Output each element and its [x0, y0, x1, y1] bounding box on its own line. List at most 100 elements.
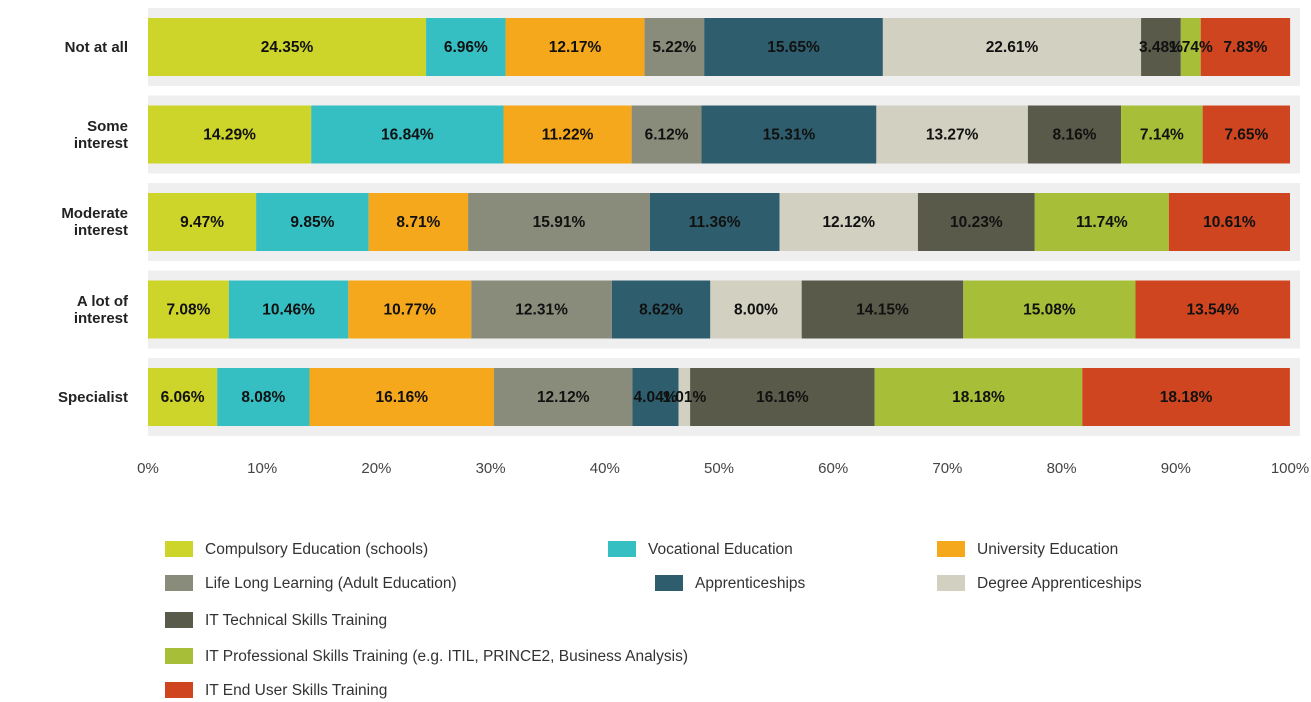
- data-label: 10.23%: [950, 214, 1003, 231]
- data-label: 15.91%: [533, 214, 586, 231]
- data-label: 22.61%: [986, 39, 1039, 56]
- bar-segment: [1200, 18, 1291, 76]
- x-tick-label: 30%: [476, 460, 506, 477]
- data-label: 14.15%: [856, 302, 909, 319]
- bar-segment: [1027, 105, 1122, 164]
- bar-segment: [801, 280, 964, 339]
- legend-item: University Education: [937, 541, 1118, 559]
- bar-segment: [874, 368, 1083, 426]
- bar-segment: [368, 193, 469, 251]
- data-label: 12.12%: [537, 389, 590, 406]
- legend-label: Life Long Learning (Adult Education): [205, 575, 457, 592]
- x-tick-label: 50%: [704, 460, 734, 477]
- legend-label: Compulsory Education (schools): [205, 541, 429, 558]
- bar-segment: [876, 105, 1028, 164]
- legend-swatch: [165, 682, 193, 698]
- category-label: Specialist: [57, 388, 128, 406]
- data-label: 15.31%: [763, 127, 816, 144]
- bar-segment: [309, 368, 495, 426]
- data-label: 13.54%: [1187, 302, 1240, 319]
- bar-segment: [503, 105, 632, 164]
- bar-segment: [1034, 193, 1169, 251]
- x-tick-label: 90%: [1161, 460, 1191, 477]
- bar-segment: [704, 18, 883, 76]
- bar-segment: [1180, 18, 1201, 76]
- bar-segment: [1168, 193, 1290, 251]
- bar-segment: [311, 105, 504, 164]
- data-label: 24.35%: [261, 39, 314, 56]
- bar-segment: [644, 18, 705, 76]
- data-label: 3.48%: [1139, 39, 1183, 56]
- x-tick-label: 40%: [590, 460, 620, 477]
- legend-item: IT Technical Skills Training: [165, 612, 387, 630]
- data-label: 8.00%: [734, 302, 778, 319]
- data-label: 11.36%: [689, 214, 741, 231]
- bar-segment: [1135, 280, 1291, 339]
- bar-segment: [690, 368, 875, 426]
- data-label: 5.22%: [652, 39, 696, 56]
- bar-segment: [217, 368, 310, 426]
- data-label: 15.65%: [767, 39, 820, 56]
- bar-segment: [148, 193, 257, 251]
- data-label: 8.62%: [639, 302, 683, 319]
- legend-item: Degree Apprenticeships: [937, 575, 1142, 593]
- bar-segment: [701, 105, 877, 164]
- legend-item: IT Professional Skills Training (e.g. IT…: [165, 648, 688, 666]
- legend-item: IT End User Skills Training: [165, 682, 387, 700]
- bar-segment: [468, 193, 650, 251]
- data-label: 7.08%: [166, 302, 210, 319]
- legend-swatch: [165, 541, 193, 557]
- bar-segment: [678, 368, 691, 426]
- data-label: 10.46%: [262, 302, 315, 319]
- data-label: 16.16%: [756, 389, 809, 406]
- category-label: A lot of interest: [73, 292, 128, 327]
- data-label: 10.61%: [1203, 214, 1256, 231]
- x-tick-label: 70%: [932, 460, 962, 477]
- bar-segment: [148, 280, 229, 339]
- data-label: 12.17%: [549, 39, 602, 56]
- bar-segment: [505, 18, 645, 76]
- legend-swatch: [937, 575, 965, 591]
- x-tick-label: 20%: [361, 460, 391, 477]
- legend-label: IT End User Skills Training: [205, 682, 388, 699]
- category-label: Not at all: [64, 38, 128, 56]
- data-label: 1.01%: [662, 389, 706, 406]
- bar-segment: [611, 280, 711, 339]
- data-label: 15.08%: [1023, 302, 1076, 319]
- data-label: 6.12%: [645, 127, 689, 144]
- x-tick-label: 80%: [1047, 460, 1077, 477]
- legend-swatch: [165, 575, 193, 591]
- bar-segment: [917, 193, 1035, 251]
- legend-item: Life Long Learning (Adult Education): [165, 575, 457, 593]
- legend-label: Apprenticeships: [695, 575, 806, 592]
- bar-segment: [882, 18, 1142, 76]
- category-label: Some interest: [73, 117, 128, 152]
- data-label: 13.27%: [926, 127, 979, 144]
- legend-label: IT Professional Skills Training (e.g. IT…: [205, 648, 688, 665]
- data-label: 7.14%: [1140, 127, 1184, 144]
- data-label: 16.16%: [375, 389, 428, 406]
- legend-label: University Education: [977, 541, 1119, 558]
- data-label: 11.74%: [1076, 214, 1128, 231]
- legend-swatch: [165, 648, 193, 664]
- legend-swatch: [937, 541, 965, 557]
- bar-segment: [256, 193, 369, 251]
- data-label: 6.96%: [444, 39, 488, 56]
- data-label: 18.18%: [952, 389, 1005, 406]
- bar-segment: [471, 280, 612, 339]
- data-label: 8.08%: [241, 389, 285, 406]
- legend-label: Degree Apprenticeships: [977, 575, 1142, 592]
- legend-swatch: [608, 541, 636, 557]
- bar-segment: [348, 280, 472, 339]
- legend-swatch: [655, 575, 683, 591]
- bar-segment: [494, 368, 633, 426]
- x-tick-label: 100%: [1271, 460, 1309, 477]
- data-label: 1.74%: [1169, 39, 1213, 56]
- bar-segment: [148, 18, 427, 76]
- data-label: 7.83%: [1223, 39, 1267, 56]
- data-label: 7.65%: [1224, 127, 1268, 144]
- data-label: 8.71%: [396, 214, 440, 231]
- bar-segment: [1202, 105, 1290, 164]
